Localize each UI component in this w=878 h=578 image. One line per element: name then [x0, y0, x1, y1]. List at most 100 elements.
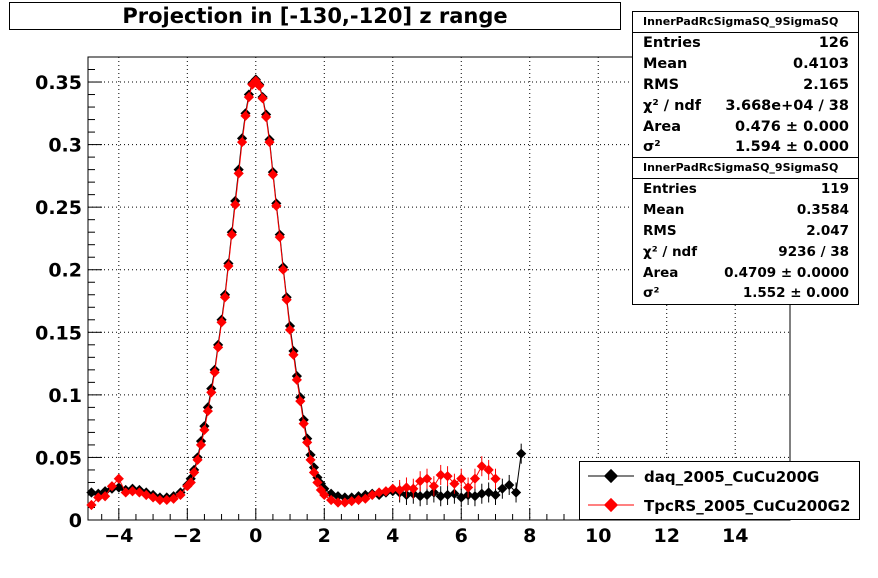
stats-value: 1.552 ± 0.000	[742, 285, 849, 302]
data-point	[387, 483, 398, 494]
data-point	[120, 487, 131, 498]
data-point	[281, 294, 292, 305]
data-point	[230, 199, 241, 210]
data-point	[302, 437, 313, 448]
data-point	[168, 493, 179, 504]
data-point	[428, 481, 439, 492]
stats-value: 0.476 ± 0.000	[735, 118, 849, 135]
stats-value: 1.594 ± 0.000	[735, 139, 849, 156]
y-tick-label: 0.25	[35, 197, 82, 219]
stats-row-mean: Mean 0.3584	[633, 200, 858, 221]
stats-row-area: Area 0.4709 ± 0.0000	[633, 262, 858, 283]
stats-row-rms: RMS 2.047	[633, 221, 858, 242]
data-point	[408, 483, 419, 494]
axes: −4 −2 0 2 4 6 8 10 12 14 0 0.05 0.1 0.15 0.2 0.25 0.3 0.3…	[35, 56, 788, 547]
data-point	[490, 489, 501, 501]
y-tick-label: 0.3	[48, 135, 82, 157]
x-tick-label: −2	[173, 525, 202, 547]
stats-label: RMS	[643, 222, 677, 239]
data-point	[497, 483, 508, 494]
x-tick-label: −4	[104, 525, 133, 547]
data-point	[127, 486, 138, 497]
stats-row-rms: RMS 2.165	[633, 75, 858, 96]
x-tick-label: 2	[318, 525, 331, 547]
data-point	[490, 473, 501, 484]
x-tick-label: 8	[523, 525, 536, 547]
y-tick-label: 0.35	[35, 72, 82, 94]
y-tick-label: 0	[69, 510, 82, 532]
stats-row-chi2: χ² / ndf 3.668e+04 / 38	[633, 95, 858, 116]
stats-label: χ² / ndf	[643, 97, 702, 114]
data-point	[346, 496, 357, 507]
x-tick-label: 12	[653, 525, 679, 547]
data-point	[226, 229, 237, 240]
stats-value: 126	[818, 35, 849, 52]
stats-label: Entries	[643, 35, 701, 52]
legend-entry-daq: daq_2005_CuCu200G	[580, 462, 859, 491]
legend-marker-tpcrs	[588, 497, 634, 513]
data-point	[332, 497, 344, 508]
data-point	[154, 494, 166, 506]
data-point	[442, 489, 453, 501]
y-tick-label: 0.15	[35, 322, 82, 344]
series-tpcrs	[86, 75, 501, 511]
data-point	[435, 491, 446, 502]
y-tick-label: 0.1	[48, 385, 82, 407]
stats-row-sigma2: σ² 1.594 ± 0.000	[633, 137, 858, 158]
stats-value: 9236 / 38	[778, 243, 849, 260]
stats-header: InnerPadRcSigmaSQ_9SigmaSQ	[633, 12, 858, 33]
stats-value: 0.4709 ± 0.0000	[724, 264, 849, 281]
stats-label: RMS	[643, 76, 680, 93]
stats-row-area: Area 0.476 ± 0.000	[633, 116, 858, 137]
data-point	[195, 439, 207, 451]
data-point	[271, 200, 282, 212]
data-point	[339, 497, 350, 508]
data-point	[456, 473, 467, 484]
stats-label: Area	[643, 264, 679, 281]
data-point	[435, 469, 446, 481]
data-point	[312, 477, 323, 488]
y-tick-label: 0.05	[35, 447, 82, 469]
data-point	[257, 93, 268, 104]
x-tick-label: 10	[585, 525, 611, 547]
data-point	[189, 467, 200, 478]
stats-label: Mean	[643, 202, 685, 219]
data-point	[86, 499, 97, 511]
data-point	[319, 489, 330, 501]
legend-label-daq: daq_2005_CuCu200G	[644, 467, 820, 486]
data-point	[449, 478, 460, 489]
data-point	[516, 448, 527, 459]
data-point	[223, 260, 234, 272]
data-point	[175, 489, 186, 501]
x-tick-label: 14	[722, 525, 748, 547]
data-point	[449, 488, 460, 499]
legend-entry-tpcrs: TpcRS_2005_CuCu200G2	[580, 491, 859, 520]
x-tick-label: 0	[249, 525, 262, 547]
data-point	[213, 342, 224, 353]
legend: daq_2005_CuCu200G TpcRS_2005_CuCu200G2	[579, 461, 860, 520]
data-point	[284, 324, 296, 335]
chart-title: Projection in [-130,-120] z range	[9, 2, 621, 30]
data-point	[185, 477, 196, 488]
series-layer	[86, 74, 527, 511]
data-point	[305, 454, 316, 466]
stats-label: σ²	[643, 139, 661, 156]
data-point	[93, 492, 104, 503]
legend-label-tpcrs: TpcRS_2005_CuCu200G2	[644, 496, 851, 515]
x-tick-label: 4	[386, 525, 399, 547]
data-point	[295, 396, 306, 407]
data-point	[476, 488, 487, 499]
stats-row-entries: Entries 126	[633, 33, 858, 54]
data-point	[483, 464, 494, 475]
stats-label: Mean	[643, 56, 688, 73]
data-point	[288, 349, 299, 360]
stats-label: Entries	[643, 181, 697, 198]
data-point	[308, 467, 320, 478]
stats-label: χ² / ndf	[643, 243, 698, 260]
data-point	[298, 418, 309, 429]
stats-box-daq: InnerPadRcSigmaSQ_9SigmaSQ Entries 126 Me…	[632, 11, 859, 159]
data-point	[476, 461, 487, 472]
y-tick-label: 0.2	[48, 260, 82, 282]
stats-value: 0.3584	[796, 202, 849, 219]
stats-label: Area	[643, 118, 681, 135]
